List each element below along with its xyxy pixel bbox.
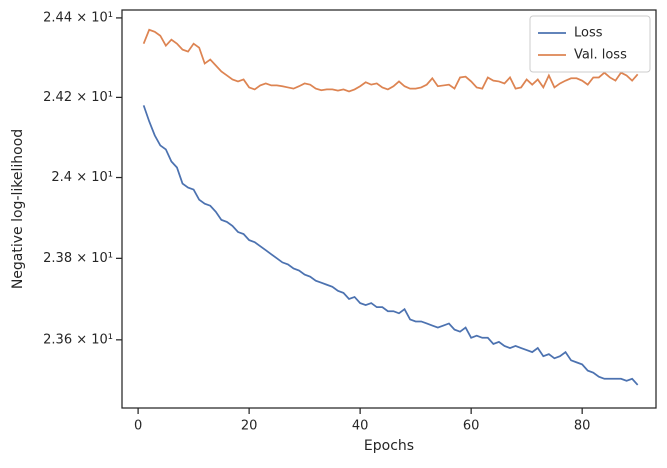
legend-label: Val. loss: [574, 48, 627, 63]
x-tick-label: 40: [352, 419, 369, 434]
series-line: [142, 28, 639, 93]
x-tick-label: 60: [463, 419, 480, 434]
legend-box: [529, 15, 651, 73]
y-tick-label: 2.36 × 10¹: [43, 332, 113, 347]
y-tick-label: 2.4 × 10¹: [51, 170, 113, 185]
x-axis-label: Epochs: [364, 438, 414, 454]
legend-label: Loss: [574, 26, 603, 41]
x-tick-label: 80: [574, 419, 591, 434]
series-line: [142, 105, 639, 386]
x-tick-label: 20: [241, 419, 258, 434]
y-tick-label: 2.42 × 10¹: [43, 90, 113, 105]
y-tick-label: 2.44 × 10¹: [43, 10, 113, 25]
y-tick-label: 2.38 × 10¹: [43, 251, 113, 266]
y-axis-label: Negative log-likelihood: [10, 129, 26, 289]
x-tick-label: 0: [134, 419, 142, 434]
plot-frame: [121, 9, 657, 409]
